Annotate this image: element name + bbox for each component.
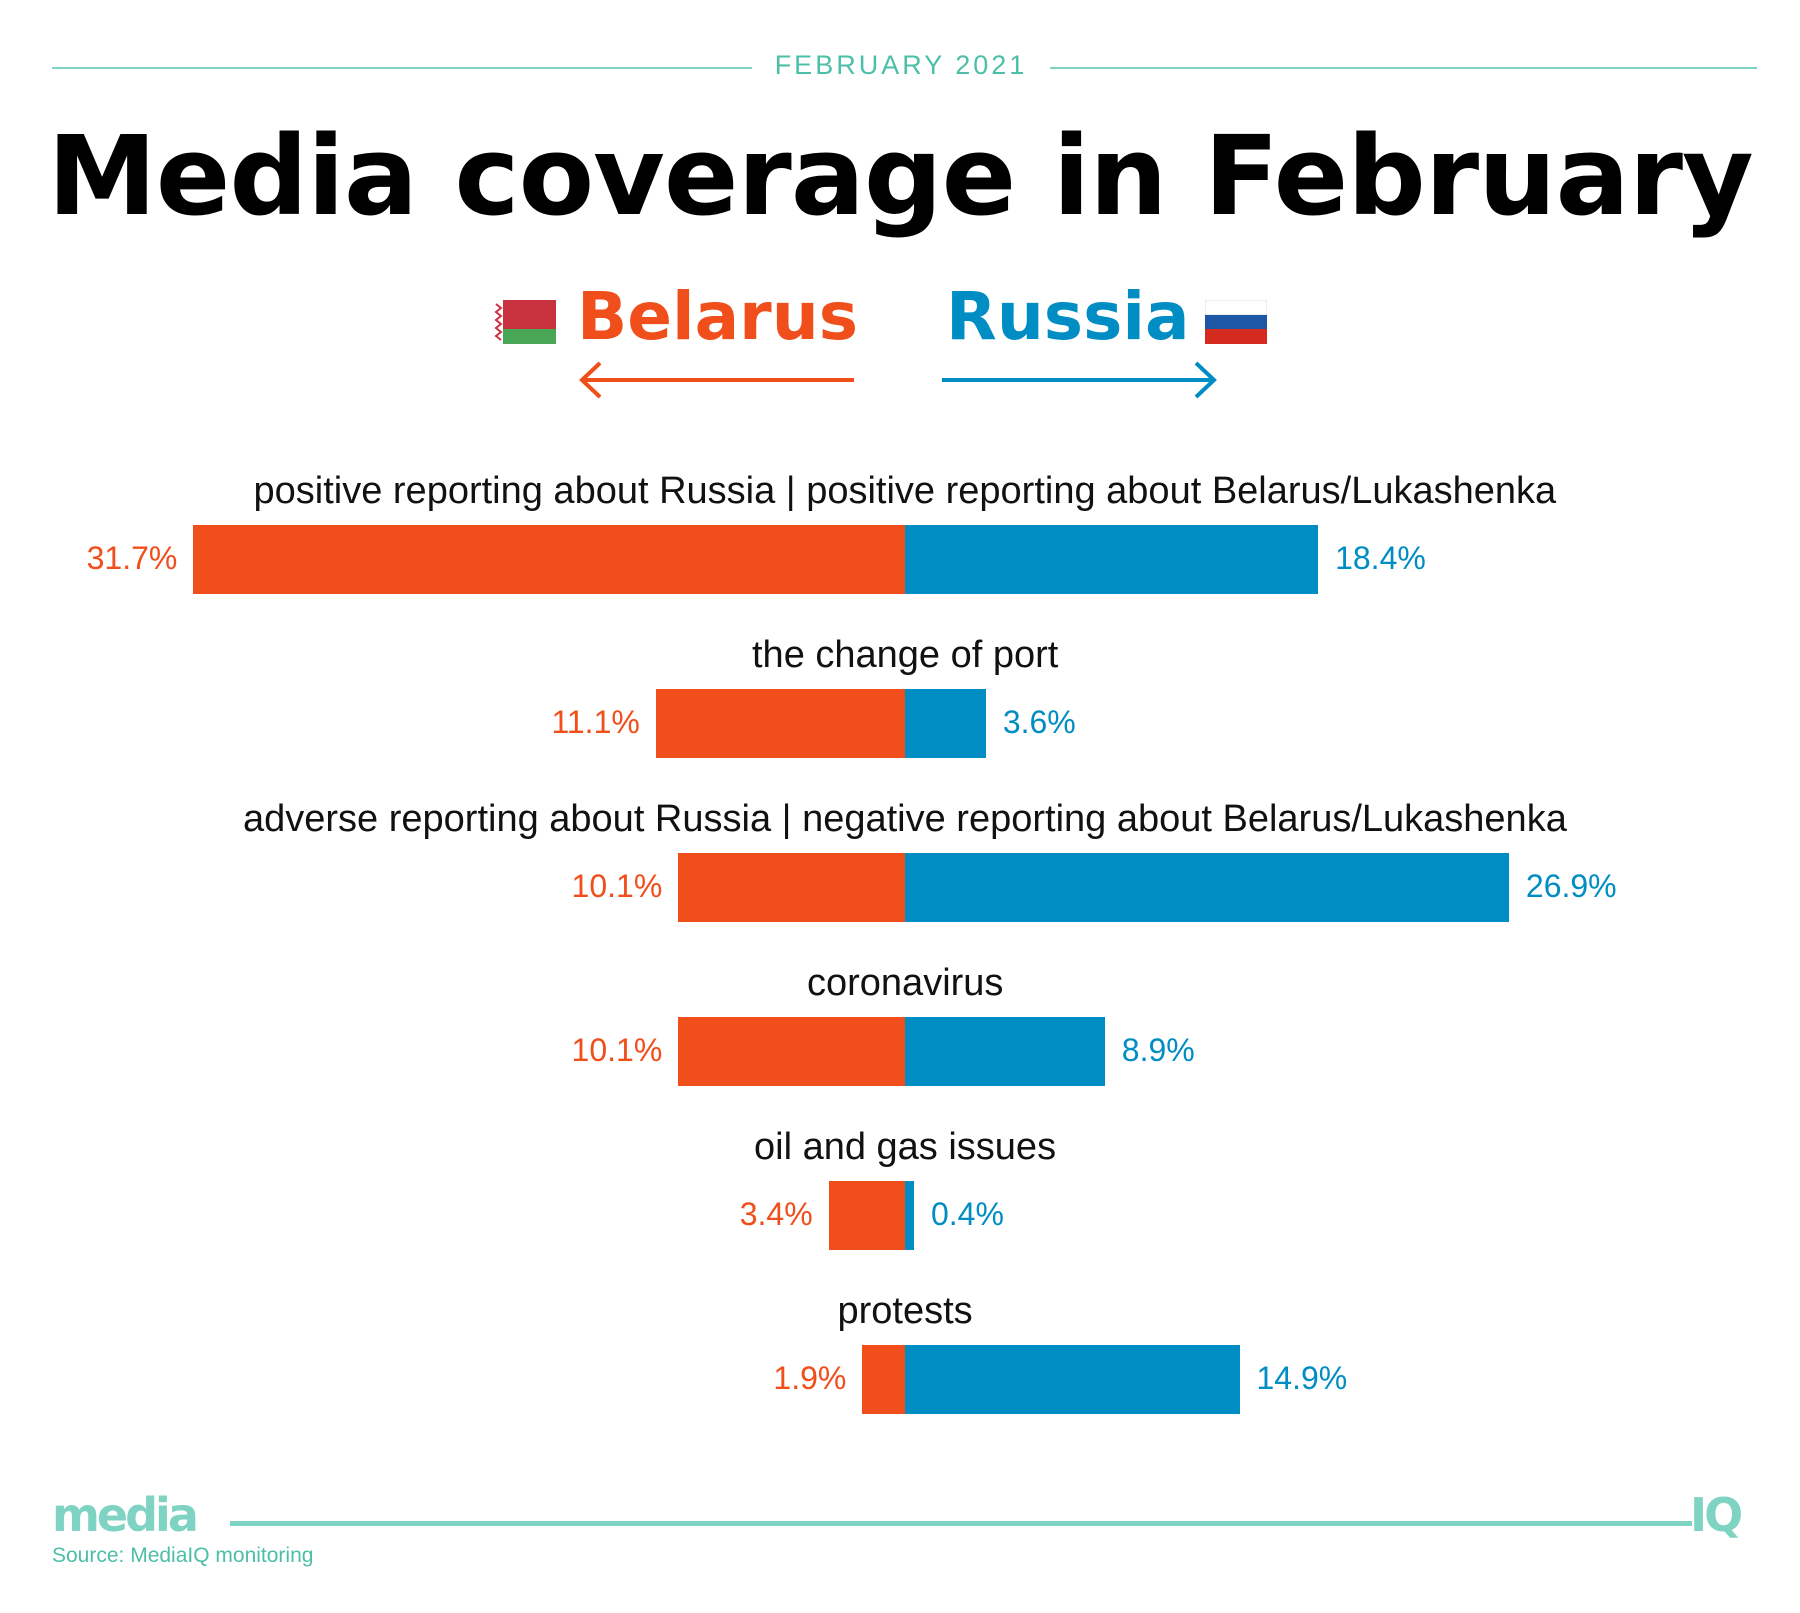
russia-value-label: 3.6% <box>1002 704 1076 740</box>
belarus-value-label: 10.1% <box>571 868 663 904</box>
russia-bar <box>905 853 1509 922</box>
top-rule-left <box>52 67 752 69</box>
russia-value-label: 0.4% <box>930 1196 1004 1232</box>
belarus-bar <box>828 1181 905 1250</box>
belarus-value-label: 11.1% <box>551 704 640 740</box>
belarus-value-label: 10.1% <box>571 1032 663 1068</box>
category-label: adverse reporting about Russia | negativ… <box>243 798 1567 840</box>
russia-bar <box>905 1345 1240 1414</box>
left-arrow-icon <box>579 361 854 399</box>
media-logo: media <box>52 1488 199 1542</box>
belarus-bar <box>193 525 905 594</box>
belarus-bar <box>655 689 905 758</box>
category-label: positive reporting about Russia | positi… <box>253 470 1557 512</box>
belarus-value-label: 3.4% <box>739 1196 813 1232</box>
legend-russia-label: Russia <box>946 278 1190 355</box>
date-label: FEBRUARY 2021 <box>774 50 1028 80</box>
russia-bar <box>905 689 986 758</box>
page-title: Media coverage in February <box>47 112 1753 240</box>
belarus-bar <box>862 1345 905 1414</box>
category-label: protests <box>837 1290 973 1332</box>
category-label: the change of port <box>752 634 1059 676</box>
russia-flag-icon <box>1205 300 1267 344</box>
belarus-value-label: 31.7% <box>86 540 178 576</box>
bottom-rule <box>230 1521 1692 1526</box>
category-label: oil and gas issues <box>754 1126 1057 1168</box>
belarus-flag-icon <box>494 300 556 344</box>
belarus-bar <box>678 1017 905 1086</box>
source-note: Source: MediaIQ monitoring <box>52 1544 314 1567</box>
russia-value-label: 26.9% <box>1525 868 1617 904</box>
top-rule-right <box>1050 67 1757 69</box>
right-arrow-icon <box>942 361 1217 399</box>
belarus-value-label: 1.9% <box>773 1360 847 1396</box>
russia-bar <box>905 525 1319 594</box>
russia-value-label: 8.9% <box>1121 1032 1195 1068</box>
russia-value-label: 14.9% <box>1256 1360 1348 1396</box>
category-label: coronavirus <box>807 962 1004 1004</box>
iq-logo: IQ <box>1690 1488 1743 1542</box>
russia-bar <box>905 1181 914 1250</box>
legend-belarus-label: Belarus <box>576 278 858 355</box>
russia-bar <box>905 1017 1105 1086</box>
belarus-bar <box>678 853 905 922</box>
russia-value-label: 18.4% <box>1335 540 1426 576</box>
